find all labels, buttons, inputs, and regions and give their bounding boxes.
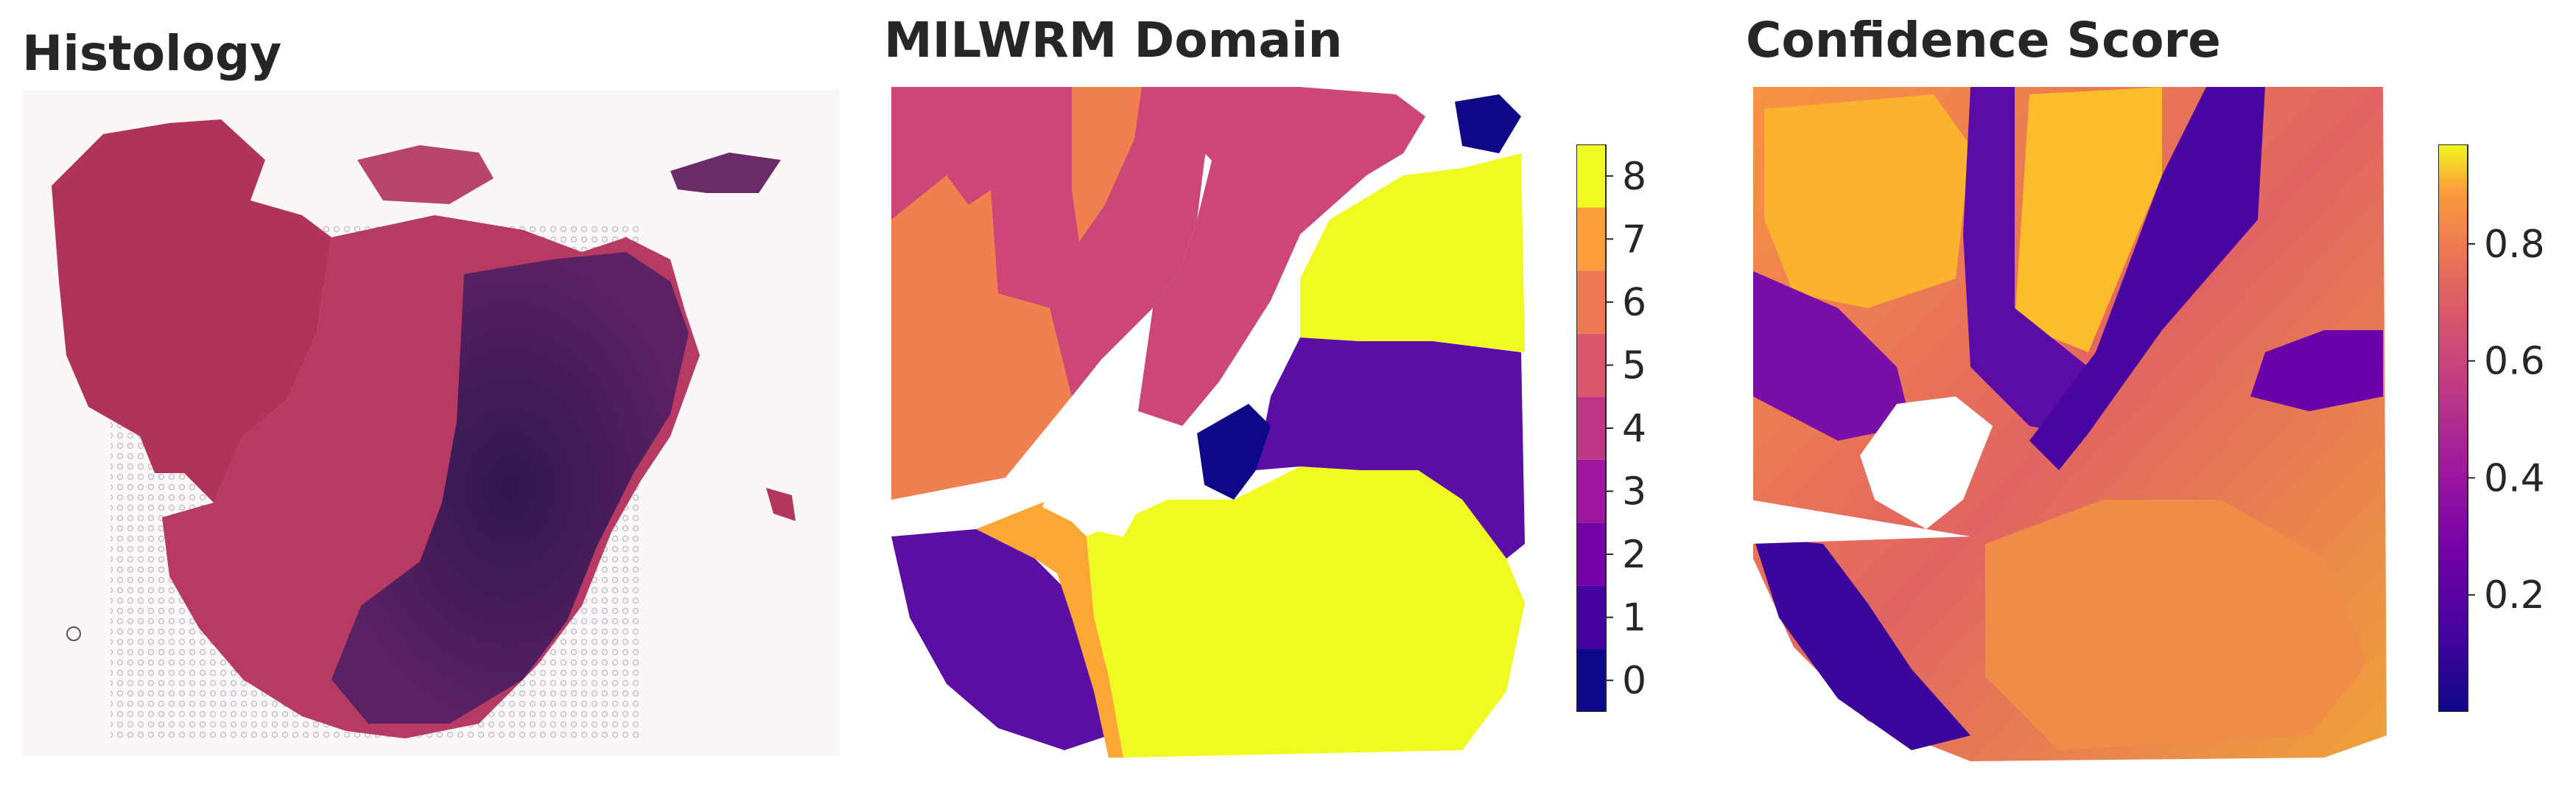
tissue-dark-region: [331, 252, 689, 724]
domain-colorbar-label-8: 8: [1622, 155, 1646, 199]
domain-colorbar: 0 1 2 3 4 5 6 7 8: [1576, 144, 1753, 713]
domain-colorbar-segment-6: [1576, 270, 1606, 334]
histology-title: Histology: [22, 25, 282, 82]
tissue-left-lobe: [52, 119, 331, 503]
domain-colorbar-segment-1: [1576, 585, 1606, 649]
confidence-title: Confidence Score: [1746, 12, 2221, 69]
domain-svg: [891, 87, 1525, 758]
domain-colorbar-label-5: 5: [1622, 343, 1646, 388]
confidence-high-upper: [1764, 94, 1970, 308]
confidence-hole: [1860, 396, 1993, 529]
confidence-gap: [1749, 500, 1970, 544]
confidence-colorbar-gradient: [2438, 144, 2468, 713]
domain-region-0-center: [1197, 404, 1271, 500]
domain-region-6-top: [1072, 87, 1142, 242]
domain-colorbar-segment-0: [1576, 649, 1606, 712]
domain-region-7-boundary: [976, 500, 1123, 758]
confidence-low-band-3: [1753, 536, 1970, 750]
domain-colorbar-label-6: 6: [1622, 281, 1646, 325]
domain-region-6: [891, 175, 1072, 500]
domain-colorbar-segment-2: [1576, 522, 1606, 586]
histology-image: [22, 90, 840, 756]
domain-region-8-lower: [1087, 466, 1525, 758]
confidence-low-band-4: [2250, 330, 2383, 411]
domain-colorbar-label-2: 2: [1622, 533, 1646, 577]
confidence-map: [1749, 87, 2398, 765]
domain-colorbar-label-0: 0: [1622, 659, 1646, 703]
tissue-top-piece: [357, 145, 494, 204]
domain-region-8-upper: [1300, 153, 1525, 352]
confidence-colorbar-svg: 0.2 0.4 0.6 0.8: [2438, 144, 2545, 713]
domain-colorbar-label-3: 3: [1622, 470, 1646, 514]
domain-region-0-top: [1455, 94, 1521, 153]
domain-colorbar-segment-4: [1576, 396, 1606, 460]
tissue-right-piece: [670, 153, 781, 193]
tissue-small-piece: [766, 488, 796, 521]
domain-map: [888, 87, 1536, 765]
confidence-high-lower: [1985, 500, 2368, 750]
confidence-svg: [1749, 87, 2387, 761]
domain-colorbar-label-7: 7: [1622, 217, 1646, 262]
domain-colorbar-segment-7: [1576, 207, 1606, 271]
domain-colorbar-label-1: 1: [1622, 596, 1646, 640]
confidence-colorbar-label: 0.2: [2484, 573, 2545, 618]
domain-region-1-band: [1256, 338, 1525, 559]
histology-svg: [22, 90, 840, 756]
confidence-colorbar-label: 0.4: [2484, 456, 2545, 500]
confidence-high-center: [2015, 87, 2162, 352]
confidence-colorbar: 0.2 0.4 0.6 0.8: [2438, 144, 2576, 713]
domain-colorbar-svg: 0 1 2 3 4 5 6 7 8: [1576, 144, 1646, 713]
confidence-colorbar-label: 0.8: [2484, 223, 2545, 267]
domain-colorbar-segment-8: [1576, 144, 1606, 208]
domain-colorbar-label-4: 4: [1622, 407, 1646, 451]
confidence-colorbar-label: 0.6: [2484, 340, 2545, 384]
domain-title: MILWRM Domain: [884, 12, 1343, 69]
confidence-low-band-1: [1963, 87, 2088, 433]
domain-hole: [1042, 404, 1182, 536]
confidence-low-band-2: [2029, 87, 2265, 470]
slide-marker: [66, 626, 81, 641]
confidence-low-band-5: [1753, 271, 1912, 441]
domain-colorbar-segment-3: [1576, 459, 1606, 523]
domain-region-4-right: [1138, 87, 1425, 426]
domain-region-1-lower: [891, 529, 1109, 750]
domain-colorbar-segment-5: [1576, 333, 1606, 397]
